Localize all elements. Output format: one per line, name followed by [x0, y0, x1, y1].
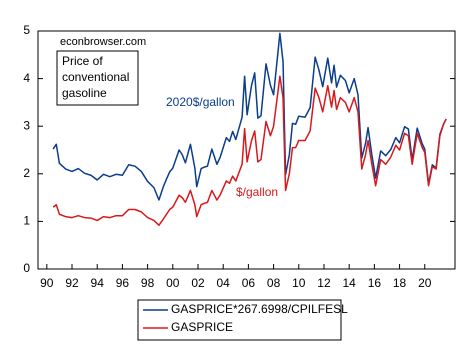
legend-label: GASPRICE*267.6998/CPILFESL [171, 302, 348, 316]
series-annotation: 2020$/gallon [166, 95, 235, 109]
x-tick-label: 18 [393, 276, 407, 290]
x-tick-label: 08 [267, 276, 281, 290]
x-tick-label: 98 [141, 276, 155, 290]
series-line [52, 32, 447, 201]
series-line [52, 75, 447, 226]
y-tick-label: 1 [23, 214, 30, 228]
legend [137, 299, 342, 341]
x-tick-label: 92 [65, 276, 79, 290]
legend-label: GASPRICE [171, 320, 233, 334]
y-tick-label: 4 [23, 71, 30, 85]
x-tick-label: 90 [40, 276, 54, 290]
y-tick-label: 0 [23, 261, 30, 275]
note-text: Price of [62, 54, 103, 68]
x-tick-label: 00 [166, 276, 180, 290]
note-text: conventional [62, 70, 129, 84]
x-tick-label: 12 [317, 276, 331, 290]
x-tick-label: 94 [91, 276, 105, 290]
x-tick-label: 16 [368, 276, 382, 290]
x-tick-label: 04 [217, 276, 231, 290]
y-tick-label: 2 [23, 166, 30, 180]
y-tick-label: 5 [23, 23, 30, 37]
plot-frame [37, 30, 456, 270]
x-tick-label: 96 [116, 276, 130, 290]
y-tick-label: 3 [23, 118, 30, 132]
note-text: gasoline [62, 86, 107, 100]
x-tick-label: 06 [242, 276, 256, 290]
x-tick-label: 14 [342, 276, 356, 290]
source-label: econbrowser.com [60, 36, 146, 48]
note-box [56, 50, 139, 106]
x-tick-label: 10 [292, 276, 306, 290]
x-tick-label: 20 [418, 276, 432, 290]
x-tick-label: 02 [191, 276, 205, 290]
series-annotation: $/gallon [236, 185, 278, 199]
